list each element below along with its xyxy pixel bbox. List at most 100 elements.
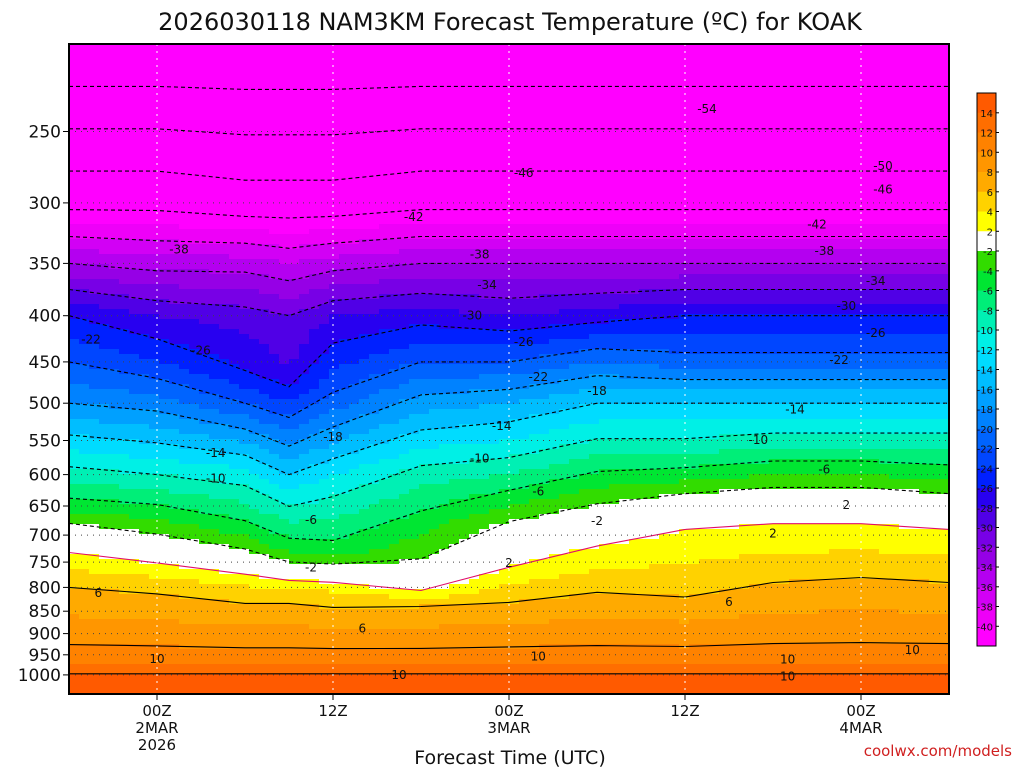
field-cell (159, 469, 170, 475)
field-cell (179, 219, 190, 225)
field-cell (199, 459, 210, 465)
field-cell (219, 354, 230, 360)
field-cell (159, 114, 170, 120)
field-cell (389, 494, 400, 500)
field-cell (329, 289, 340, 295)
field-cell (179, 484, 190, 490)
field-cell (179, 659, 190, 665)
field-cell (209, 354, 220, 360)
field-cell (99, 514, 110, 520)
field-cell (229, 324, 240, 330)
field-cell (169, 514, 180, 520)
field-cell (349, 259, 360, 265)
field-cell (189, 624, 200, 630)
field-cell (289, 84, 300, 90)
field-cell (189, 274, 200, 280)
field-cell (149, 284, 160, 290)
field-cell (239, 504, 250, 510)
field-cell (319, 449, 330, 455)
field-cell (359, 104, 370, 110)
field-cell (89, 594, 100, 600)
field-cell (139, 569, 150, 575)
field-cell (329, 249, 340, 255)
field-cell (149, 554, 160, 560)
field-cell (149, 404, 160, 410)
field-cell (309, 259, 320, 265)
field-cell (379, 679, 390, 685)
field-cell (109, 224, 120, 230)
field-cell (419, 509, 430, 515)
field-cell (179, 384, 190, 390)
field-cell (279, 319, 290, 325)
field-cell (369, 534, 380, 540)
field-cell (309, 619, 320, 625)
field-cell (179, 679, 190, 685)
field-cell (329, 324, 340, 330)
field-cell (189, 104, 200, 110)
field-cell (199, 429, 210, 435)
field-cell (229, 499, 240, 505)
field-cell (449, 169, 460, 175)
field-cell (129, 114, 140, 120)
field-cell (159, 584, 170, 590)
field-cell (389, 509, 400, 515)
field-cell (159, 459, 170, 465)
field-cell (399, 214, 410, 220)
field-cell (409, 629, 420, 635)
field-cell (299, 204, 310, 210)
field-cell (149, 594, 160, 600)
field-cell (229, 404, 240, 410)
field-cell (149, 654, 160, 660)
field-cell (409, 599, 420, 605)
field-cell (439, 189, 450, 195)
field-cell (419, 379, 430, 385)
field-cell (139, 459, 150, 465)
field-cell (339, 164, 350, 170)
field-cell (439, 454, 450, 460)
field-cell (129, 234, 140, 240)
field-cell (369, 544, 380, 550)
field-cell (139, 594, 150, 600)
field-cell (99, 334, 110, 340)
field-cell (189, 494, 200, 500)
field-cell (219, 74, 230, 80)
field-cell (369, 584, 380, 590)
field-cell (249, 69, 260, 75)
field-cell (399, 569, 410, 575)
field-cell (419, 434, 430, 440)
field-cell (139, 599, 150, 605)
field-cell (229, 339, 240, 345)
field-cell (239, 439, 250, 445)
field-cell (79, 629, 90, 635)
field-cell (229, 609, 240, 615)
field-cell (119, 669, 130, 675)
field-cell (299, 244, 310, 250)
field-cell (229, 154, 240, 160)
field-cell (389, 609, 400, 615)
field-cell (449, 179, 460, 185)
field-cell (369, 654, 380, 660)
field-cell (359, 634, 370, 640)
field-cell (169, 234, 180, 240)
field-cell (439, 234, 450, 240)
field-cell (99, 284, 110, 290)
field-cell (269, 609, 280, 615)
field-cell (189, 294, 200, 300)
field-cell (229, 59, 240, 65)
field-cell (189, 329, 200, 335)
field-cell (109, 479, 120, 485)
field-cell (199, 194, 210, 200)
field-cell (239, 399, 250, 405)
field-cell (69, 274, 80, 280)
field-cell (189, 469, 200, 475)
field-cell (209, 529, 220, 535)
field-cell (229, 319, 240, 325)
field-cell (159, 364, 170, 370)
field-cell (399, 59, 410, 65)
field-cell (379, 49, 390, 55)
field-cell (89, 354, 100, 360)
field-cell (149, 139, 160, 145)
field-cell (79, 274, 90, 280)
field-cell (219, 154, 230, 160)
field-cell (169, 324, 180, 330)
